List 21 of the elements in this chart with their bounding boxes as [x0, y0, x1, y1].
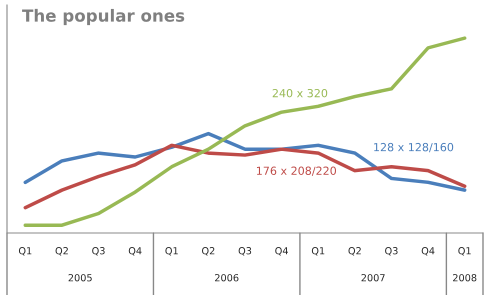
x-tick-label: Q4 [128, 247, 142, 256]
x-tick-label: Q2 [56, 247, 68, 256]
text: 2006 [215, 274, 238, 282]
text: 2008 [453, 274, 476, 282]
x-tick-label: Q1 [312, 247, 324, 256]
x-tick-label: Q1 [458, 247, 471, 256]
series-label: 128 x 128/160 [374, 142, 454, 152]
chart-title: The popular ones [22, 8, 184, 26]
x-tick-label: Q1 [18, 247, 32, 256]
text: 2005 [68, 274, 92, 282]
x-tick-label: Q4 [422, 247, 434, 256]
x-tick-label: Q4 [275, 247, 288, 256]
x-tick-label: Q2 [202, 247, 214, 256]
x-tick-label: Q2 [348, 247, 361, 256]
x-tick-label: Q3 [385, 247, 398, 256]
x-tick-label: Q3 [92, 247, 105, 256]
x-tick-label: Q3 [238, 247, 252, 256]
x-tick-label: Q1 [165, 247, 178, 256]
series-label: 240 x 320 [272, 88, 328, 98]
text: 2007 [361, 274, 385, 282]
series-label: 176 x 208/220 [256, 166, 336, 176]
